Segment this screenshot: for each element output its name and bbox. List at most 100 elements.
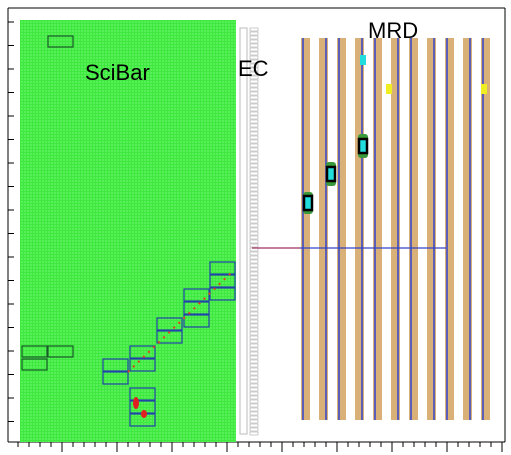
ec-cell	[250, 232, 258, 235]
ec-cell	[250, 324, 258, 327]
ec-cell	[250, 284, 258, 287]
ec-cell	[250, 392, 258, 395]
ec-cell	[250, 404, 258, 407]
ec-cell	[250, 144, 258, 147]
ec-cell	[250, 36, 258, 39]
ec-cell	[250, 416, 258, 419]
ec-cell	[250, 280, 258, 283]
ec-cell	[250, 240, 258, 243]
ec-cell	[250, 40, 258, 43]
ec-cell	[250, 276, 258, 279]
ec-cell	[250, 156, 258, 159]
ec-cell	[250, 332, 258, 335]
ec-cell	[250, 192, 258, 195]
ec-cell	[250, 408, 258, 411]
ec-cell	[250, 288, 258, 291]
mrd-hit-small	[360, 55, 366, 65]
hit	[141, 410, 147, 418]
ec-cell	[250, 212, 258, 215]
ec-cell	[250, 344, 258, 347]
ec-cell	[250, 312, 258, 315]
ec-cell	[250, 368, 258, 371]
ec-cell	[250, 188, 258, 191]
ec-cell	[250, 336, 258, 339]
mrd-hit	[359, 139, 367, 153]
ec-cell	[250, 88, 258, 91]
mrd-label: MRD	[368, 18, 418, 43]
ec-cell	[250, 352, 258, 355]
ec-cell	[250, 84, 258, 87]
ec-cell	[250, 128, 258, 131]
ec-cell	[250, 380, 258, 383]
ec-cell	[250, 412, 258, 415]
ec-cell	[250, 372, 258, 375]
ec-cell	[250, 432, 258, 435]
ec-cell	[250, 268, 258, 271]
ec-cell	[250, 48, 258, 51]
ec-cell	[250, 28, 258, 31]
mrd-hit-small	[386, 84, 392, 94]
ec-cell	[250, 180, 258, 183]
ec-cell	[250, 164, 258, 167]
ec-cell	[250, 120, 258, 123]
ec-cell	[250, 208, 258, 211]
mrd-hit-small	[481, 84, 487, 94]
ec-cell	[250, 348, 258, 351]
ec-cell	[250, 376, 258, 379]
ec-cell	[250, 256, 258, 259]
ec-cell	[250, 360, 258, 363]
ec-cell	[250, 304, 258, 307]
ec-cell	[250, 140, 258, 143]
ec-cell	[250, 328, 258, 331]
ec-cell	[250, 204, 258, 207]
ec-cell	[250, 252, 258, 255]
ec-cell	[250, 168, 258, 171]
ec-cell	[250, 152, 258, 155]
ec-cell	[250, 148, 258, 151]
ec-cell	[250, 100, 258, 103]
ec-cell	[250, 216, 258, 219]
ec-cell	[250, 32, 258, 35]
ec-cell	[250, 236, 258, 239]
mrd-hit	[327, 167, 335, 181]
ec-cell	[250, 260, 258, 263]
ec-cell	[250, 340, 258, 343]
ec-cell	[250, 400, 258, 403]
ec-cell	[250, 264, 258, 267]
ec-cell	[250, 316, 258, 319]
ec-cell	[250, 52, 258, 55]
ec-detector	[240, 28, 247, 434]
ec-cell	[250, 300, 258, 303]
ec-cell	[250, 428, 258, 431]
scibar-label: SciBar	[85, 60, 150, 85]
ec-cell	[250, 160, 258, 163]
ec-cell	[250, 308, 258, 311]
ec-cell	[250, 112, 258, 115]
ec-cell	[250, 272, 258, 275]
ec-cell	[250, 224, 258, 227]
ec-cell	[250, 184, 258, 187]
ec-cell	[250, 244, 258, 247]
ec-cell	[250, 388, 258, 391]
ec-cell	[250, 124, 258, 127]
ec-cell	[250, 200, 258, 203]
ec-cell	[250, 420, 258, 423]
ec-cell	[250, 384, 258, 387]
ec-cell	[250, 44, 258, 47]
ec-cell	[250, 104, 258, 107]
ec-cell	[250, 136, 258, 139]
ec-cell	[250, 196, 258, 199]
ec-cell	[250, 172, 258, 175]
mrd-hit	[304, 196, 312, 210]
ec-cell	[250, 228, 258, 231]
ec-cell	[250, 292, 258, 295]
ec-label: EC	[238, 56, 269, 81]
ec-cell	[250, 396, 258, 399]
event-display: SciBar EC MRD	[0, 0, 511, 455]
ec-cell	[250, 364, 258, 367]
hit	[133, 397, 139, 409]
ec-cell	[250, 108, 258, 111]
ec-cell	[250, 96, 258, 99]
ec-cell	[250, 424, 258, 427]
ec-cell	[250, 92, 258, 95]
